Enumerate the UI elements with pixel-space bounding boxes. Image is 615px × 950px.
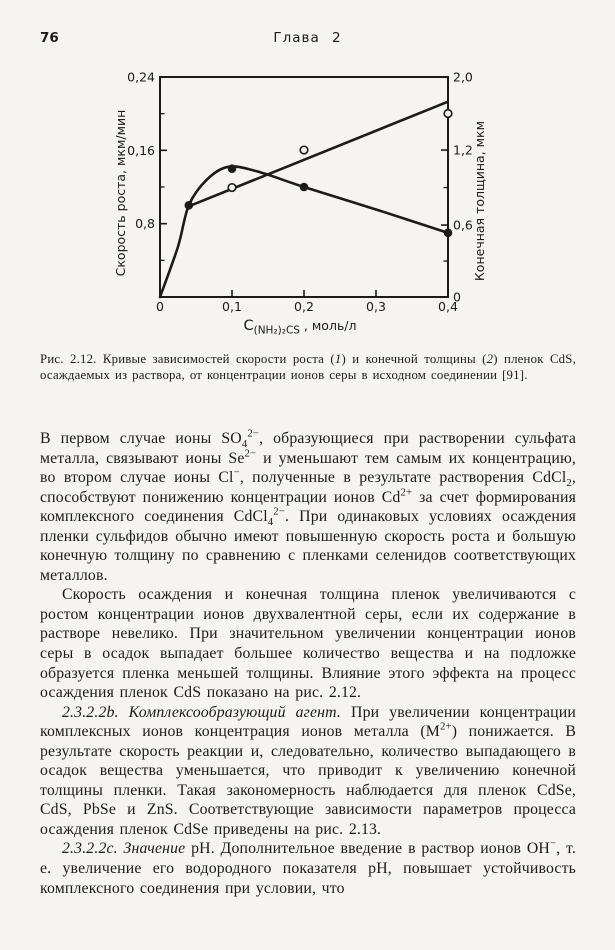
series-1-point (227, 164, 237, 173)
svg-text:0,4: 0,4 (438, 299, 458, 314)
paragraph-3: 2.3.2.2b. Комплексообразующий агент. При… (40, 703, 577, 838)
svg-text:0,24: 0,24 (127, 70, 155, 85)
series-2-point (227, 182, 237, 193)
svg-text:0,8: 0,8 (135, 216, 155, 231)
series-1-point (443, 228, 453, 238)
page-number: 76 (40, 30, 59, 46)
paragraph-4: 2.3.2.2c. Значение pH. Дополнительное вв… (40, 838, 576, 897)
y-left-axis-title: Скорость роста, мкм/мин (113, 110, 128, 277)
svg-text:0,1: 0,1 (222, 299, 242, 314)
svg-text:0,6: 0,6 (453, 218, 473, 233)
x-axis-title: C(NH₂)₂CS , моль/л (243, 318, 356, 337)
svg-text:2,0: 2,0 (453, 70, 473, 85)
body-text: В первом случае ионы SO42−, образующиеся… (40, 427, 577, 898)
svg-text:0,2: 0,2 (294, 299, 314, 314)
svg-text:1,2: 1,2 (453, 143, 473, 158)
svg-text:0: 0 (453, 290, 461, 305)
paragraph-1: В первом случае ионы SO42−, образующиеся… (40, 427, 577, 584)
running-head-chapter: Глава 2 (273, 30, 342, 46)
series-2-point (443, 108, 453, 119)
svg-text:0: 0 (156, 299, 164, 314)
figure-caption: Рис. 2.12. Кривые зависимостей скорости … (40, 352, 576, 382)
svg-text:0,16: 0,16 (127, 143, 155, 158)
series-1-point (299, 182, 309, 192)
paragraph-2: Скорость осаждения и конечная толщина пл… (40, 586, 576, 702)
svg-text:0,3: 0,3 (366, 299, 386, 314)
figure-2-12-chart: 0,24 0,16 0,8 2,0 1,2 0,6 0 0 0,1 0,2 0,3 0,4 Скорос… (0, 0, 615, 348)
series-2-point (299, 145, 309, 155)
y-right-axis-title: Конечная толщина, мкм (472, 121, 487, 281)
